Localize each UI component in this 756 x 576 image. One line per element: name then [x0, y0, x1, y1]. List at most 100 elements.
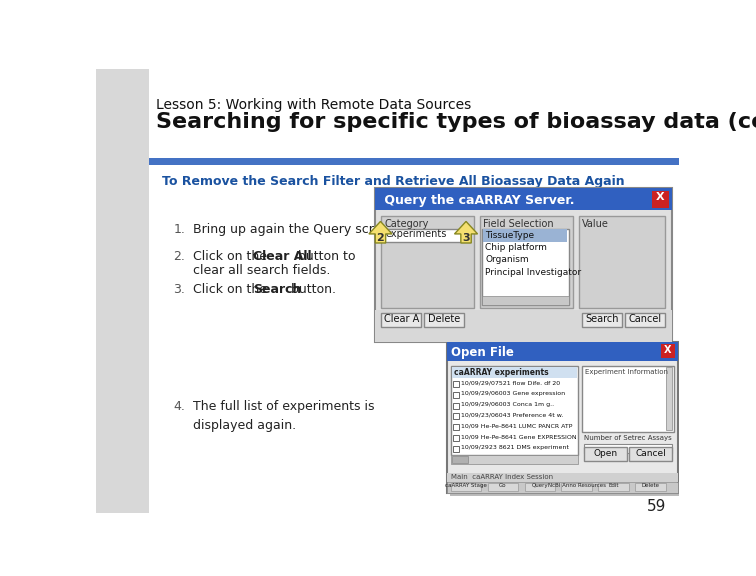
- Text: Open: Open: [593, 449, 618, 458]
- Text: caARRAY Stage: caARRAY Stage: [445, 483, 487, 488]
- Bar: [584, 444, 672, 453]
- Bar: [375, 188, 671, 210]
- Text: Searching for specific types of bioassay data (cont.): Searching for specific types of bioassay…: [156, 112, 756, 132]
- Bar: [453, 414, 459, 419]
- Bar: [97, 69, 149, 513]
- Bar: [562, 483, 592, 491]
- Text: The full list of experiments is
displayed again.: The full list of experiments is displaye…: [193, 400, 374, 432]
- Polygon shape: [369, 221, 392, 243]
- Bar: [629, 447, 672, 461]
- Text: Search: Search: [586, 314, 619, 324]
- Text: 10/09/29/06003 Conca 1m g..: 10/09/29/06003 Conca 1m g..: [461, 402, 554, 407]
- Text: Cancel: Cancel: [635, 449, 666, 458]
- Bar: [447, 472, 677, 482]
- Bar: [447, 343, 677, 361]
- Text: Main  caARRAY Index Session: Main caARRAY Index Session: [451, 474, 553, 480]
- Bar: [661, 344, 674, 358]
- Bar: [453, 403, 459, 409]
- Bar: [482, 295, 569, 305]
- Text: Search: Search: [253, 283, 302, 296]
- Text: clear all search fields.: clear all search fields.: [193, 264, 330, 277]
- Text: Field Selection: Field Selection: [483, 219, 554, 229]
- Text: TissueType: TissueType: [485, 231, 534, 240]
- Bar: [375, 188, 671, 343]
- Text: 1.: 1.: [173, 223, 185, 236]
- Text: Category: Category: [384, 219, 429, 229]
- Bar: [149, 158, 679, 165]
- Text: Edit: Edit: [609, 483, 619, 488]
- Bar: [453, 435, 459, 441]
- Bar: [452, 367, 577, 378]
- Text: Bring up again the Query screen.: Bring up again the Query screen.: [193, 223, 401, 236]
- Text: X: X: [664, 345, 671, 355]
- Text: 59: 59: [647, 499, 666, 514]
- Text: 4.: 4.: [173, 400, 185, 413]
- Bar: [383, 229, 470, 242]
- Text: Click on the: Click on the: [193, 283, 271, 296]
- Bar: [447, 482, 677, 492]
- Bar: [488, 483, 519, 491]
- Polygon shape: [454, 221, 478, 243]
- Text: button.: button.: [287, 283, 336, 296]
- Bar: [424, 313, 464, 327]
- Bar: [453, 392, 459, 398]
- Text: 10/09/2923 8621 DMS experiment: 10/09/2923 8621 DMS experiment: [461, 445, 569, 450]
- Text: button to: button to: [294, 250, 356, 263]
- Text: Value: Value: [582, 219, 609, 229]
- Bar: [375, 310, 671, 343]
- Text: 3: 3: [462, 233, 469, 244]
- Bar: [666, 367, 672, 430]
- Bar: [582, 366, 674, 432]
- Text: To Remove the Search Filter and Retrieve All Bioassay Data Again: To Remove the Search Filter and Retrieve…: [162, 175, 624, 188]
- Text: Chip platform: Chip platform: [485, 243, 547, 252]
- Bar: [381, 313, 421, 327]
- Bar: [447, 343, 677, 492]
- Text: 10/09/23/06043 Preference 4t w.: 10/09/23/06043 Preference 4t w.: [461, 412, 564, 418]
- Text: Delete: Delete: [642, 483, 660, 488]
- Text: Click on the: Click on the: [193, 250, 271, 263]
- Text: 10/09/29/07521 flow Dife. df 20: 10/09/29/07521 flow Dife. df 20: [461, 380, 560, 385]
- Text: 10/09/29/06003 Gene expression: 10/09/29/06003 Gene expression: [461, 391, 565, 396]
- Text: Go: Go: [499, 483, 507, 488]
- Text: Cancel: Cancel: [629, 314, 662, 324]
- Text: 2: 2: [376, 233, 384, 244]
- Bar: [579, 216, 665, 308]
- Bar: [652, 191, 668, 208]
- Text: Clear All: Clear All: [253, 250, 312, 263]
- Bar: [584, 447, 627, 461]
- Text: X: X: [655, 192, 665, 202]
- Text: Organism: Organism: [485, 256, 529, 264]
- Bar: [582, 313, 622, 327]
- Text: NcBI Anno Resources: NcBI Anno Resources: [548, 483, 606, 488]
- Text: Query the caARRAY Server.: Query the caARRAY Server.: [380, 194, 575, 207]
- Text: Principal Investigator: Principal Investigator: [485, 268, 581, 277]
- Bar: [381, 216, 474, 308]
- Bar: [453, 446, 459, 452]
- Bar: [625, 313, 665, 327]
- Text: experiments: experiments: [386, 229, 448, 239]
- Bar: [453, 381, 459, 387]
- Text: 2.: 2.: [173, 250, 185, 263]
- Bar: [452, 456, 467, 463]
- Bar: [635, 483, 666, 491]
- Bar: [451, 483, 482, 491]
- Bar: [451, 366, 578, 455]
- Text: Clear A: Clear A: [384, 314, 419, 324]
- Text: Open File: Open File: [451, 346, 514, 359]
- Bar: [483, 229, 567, 241]
- Text: Query: Query: [531, 483, 548, 488]
- Text: Experiment Information: Experiment Information: [585, 369, 668, 374]
- Text: Number of Setrec Assays: Number of Setrec Assays: [584, 435, 671, 441]
- Bar: [453, 424, 459, 430]
- Text: caARRAY experiments: caARRAY experiments: [454, 368, 548, 377]
- Text: Lesson 5: Working with Remote Data Sources: Lesson 5: Working with Remote Data Sourc…: [156, 98, 472, 112]
- Text: 10/09 He-Pe-8641 LUMC PANCR ATP: 10/09 He-Pe-8641 LUMC PANCR ATP: [461, 423, 573, 429]
- Text: Delete: Delete: [429, 314, 460, 324]
- Bar: [599, 483, 629, 491]
- Text: 10/09 He-Pe-8641 Gene EXPRESSION: 10/09 He-Pe-8641 Gene EXPRESSION: [461, 434, 577, 439]
- Bar: [451, 455, 578, 464]
- Bar: [480, 216, 573, 308]
- Bar: [525, 483, 556, 491]
- Bar: [482, 229, 569, 305]
- Bar: [450, 346, 681, 496]
